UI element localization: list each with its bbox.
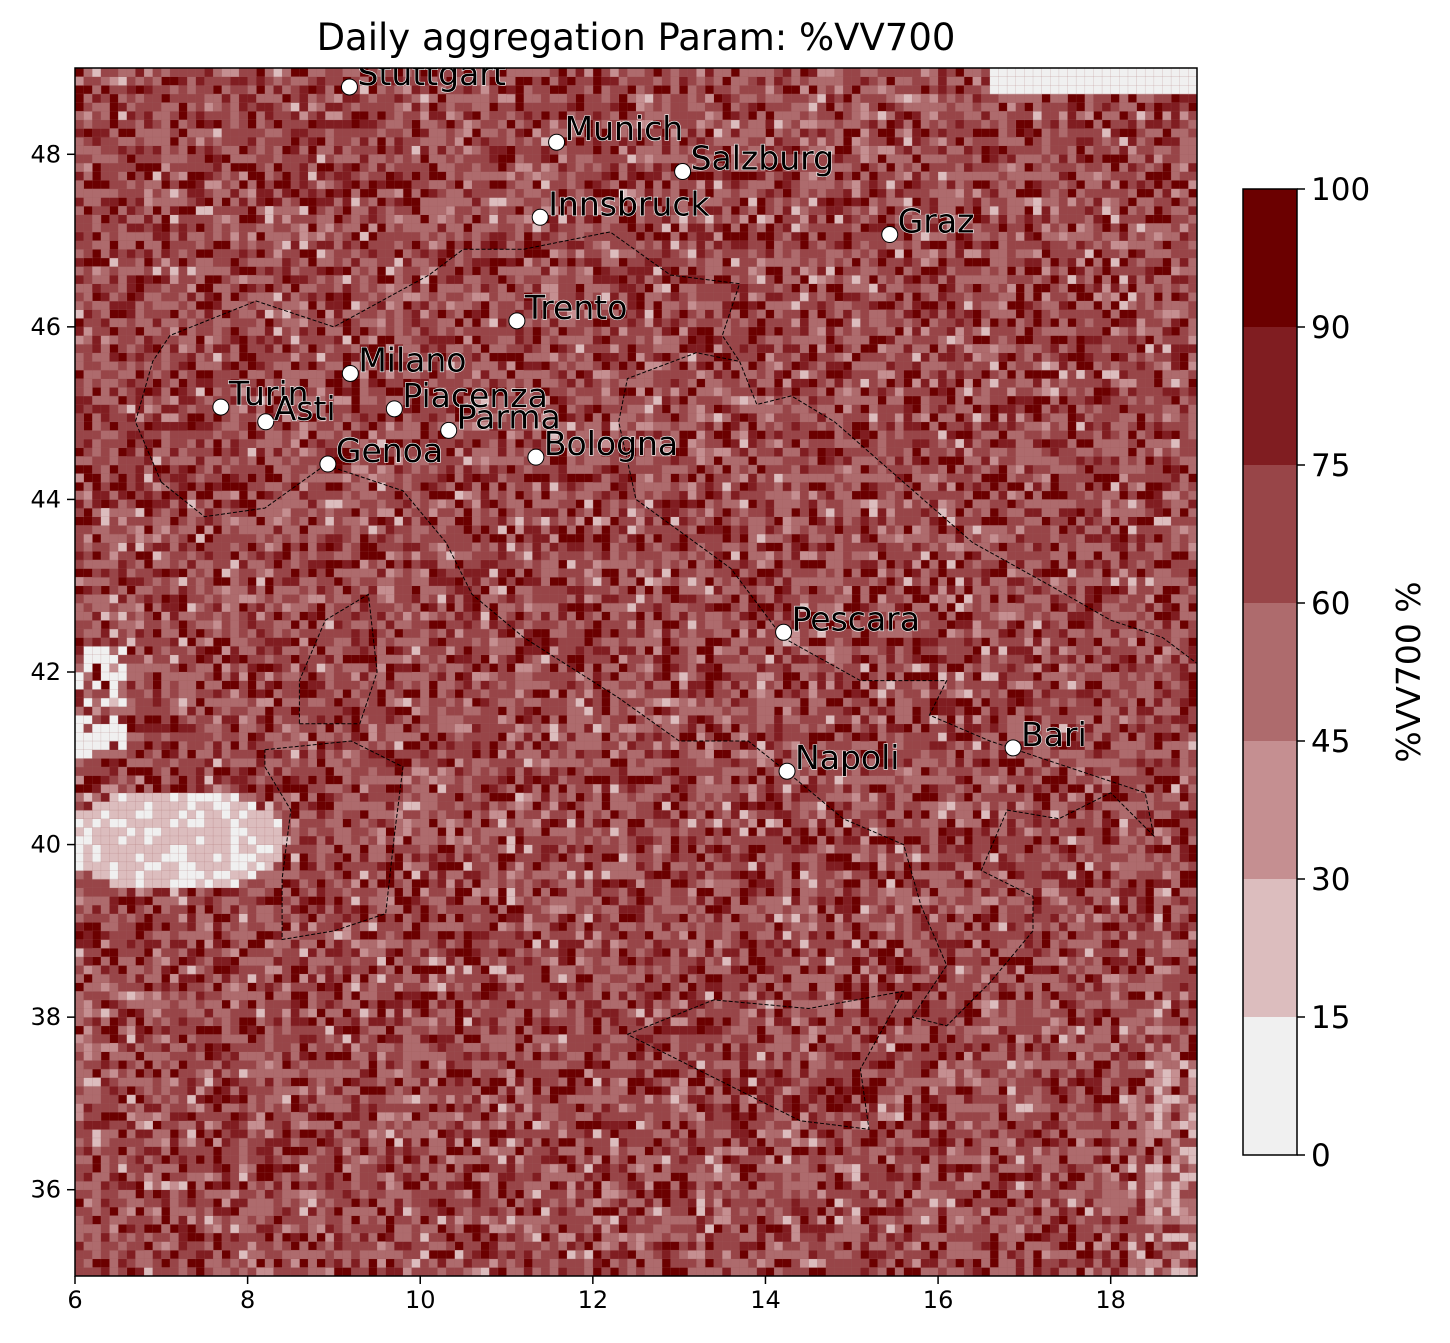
city-label: Turin [228,374,309,413]
city-label: Salzburg [691,139,834,178]
city-marker [440,421,458,439]
y-tick-label: 48 [30,140,61,168]
y-tick-label: 44 [30,485,61,513]
colorbar-segment [1243,603,1297,741]
y-axis: 36 38 40 42 44 46 48 [30,140,75,1204]
city-marker [508,312,526,330]
colorbar-tick-label: 75 [1311,448,1350,484]
colorbar-label: %VV700 % [1389,581,1428,762]
city-marker [212,398,230,416]
city-label: Munich [565,109,684,148]
city-label: Asti [274,389,336,428]
city-label: Genoa [336,431,443,470]
colorbar-segment [1243,741,1297,879]
colorbar: 0 15 30 45 60 75 90 100 [1242,172,1370,1174]
x-tick-label: 12 [578,1286,609,1314]
chart-title: Daily aggregation Param: %VV700 [317,16,956,59]
city-label: Milano [358,340,466,379]
city-marker [1004,739,1022,757]
coastlines [134,231,1197,1130]
colorbar-tick-label: 90 [1311,310,1350,346]
city-marker [340,78,358,96]
x-tick-label: 16 [923,1286,954,1314]
colorbar-tick-label: 0 [1311,1138,1331,1174]
y-tick-label: 38 [30,1003,61,1031]
city-marker [531,208,549,226]
city-marker [257,413,275,431]
city-marker [341,364,359,382]
x-tick-label: 18 [1095,1286,1126,1314]
colorbar-segment [1243,327,1297,465]
colorbar-tick-label: 60 [1311,586,1350,622]
city-label: Bologna [544,424,678,463]
heatmap-cells [75,68,1197,1276]
city-label: Bari [1021,715,1087,754]
colorbar-segment [1243,879,1297,1017]
city-label: Stuttgart [357,54,505,93]
city-label: Napoli [795,738,899,777]
city-marker [775,623,793,641]
x-tick-label: 8 [240,1286,255,1314]
city-marker [319,455,337,473]
city-marker [527,448,545,466]
colorbar-frame [1242,188,1298,1156]
city-label: Graz [898,202,975,241]
x-tick-label: 10 [405,1286,436,1314]
colorbar-segment [1243,189,1297,327]
city-label: Trento [524,288,628,327]
colorbar-tick-label: 15 [1311,1000,1350,1036]
y-tick-label: 40 [30,831,61,859]
city-label: Piacenza [402,376,547,415]
colorbar-tick-label: 100 [1311,172,1370,208]
city-label: Innsbruck [548,184,710,223]
y-tick-label: 46 [30,313,61,341]
x-axis: 6 8 10 12 14 16 18 [67,1276,1126,1314]
colorbar-tick-label: 30 [1311,862,1350,898]
city-marker [385,400,403,418]
x-tick-label: 6 [67,1286,82,1314]
x-tick-label: 14 [750,1286,781,1314]
city-marker [778,762,796,780]
city-marker [674,163,692,181]
colorbar-tick-label: 45 [1311,724,1350,760]
city-label: Parma [457,397,561,436]
y-tick-label: 42 [30,658,61,686]
colorbar-segment [1243,1017,1297,1155]
city-marker [881,226,899,244]
y-tick-label: 36 [30,1176,61,1204]
city-label: Pescara [792,599,920,638]
colorbar-segment [1243,465,1297,603]
city-marker [548,133,566,151]
